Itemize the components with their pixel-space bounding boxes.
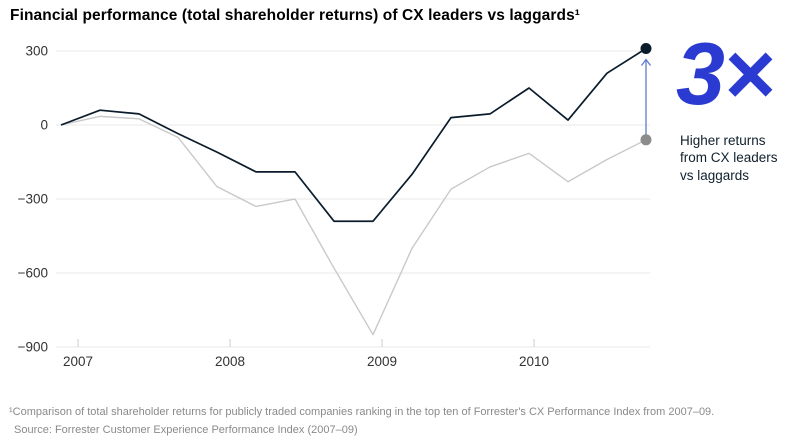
multiplier-value: 3×: [676, 24, 774, 123]
series-line-cx-leaders: [60, 47, 647, 223]
x-tick-label: 2010: [519, 354, 549, 369]
y-gridlines: [56, 50, 650, 348]
multiplier-caption: Higher returns from CX leaders vs laggar…: [680, 133, 778, 183]
arrowhead: [640, 58, 652, 66]
chart-title: Financial performance (total shareholder…: [10, 7, 581, 24]
increase-arrow: [640, 58, 652, 135]
multiplier-annotation: 3× Higher returns from CX leaders vs lag…: [676, 30, 794, 184]
y-tick-label: 300: [25, 43, 48, 58]
footnote-comparison: ¹Comparison of total shareholder returns…: [9, 406, 715, 418]
y-tick-label: −900: [18, 340, 48, 355]
y-tick-label: 0: [40, 118, 48, 133]
x-tick-label: 2008: [215, 354, 245, 369]
x-tick-label: 2007: [63, 354, 93, 369]
x-axis-labels: 2007 2008 2009 2010: [63, 339, 549, 369]
x-tick-label: 2009: [367, 354, 397, 369]
series-line-cx-laggards: [60, 115, 647, 336]
endpoint-dot-cx-laggards: [640, 134, 652, 146]
y-axis-labels: 300 0 −300 −600 −900: [18, 43, 48, 354]
y-tick-label: −600: [18, 266, 48, 281]
y-tick-label: −300: [18, 192, 48, 207]
endpoint-dot-cx-leaders: [640, 43, 652, 55]
footnote-source: Source: Forrester Customer Experience Pe…: [14, 424, 358, 436]
